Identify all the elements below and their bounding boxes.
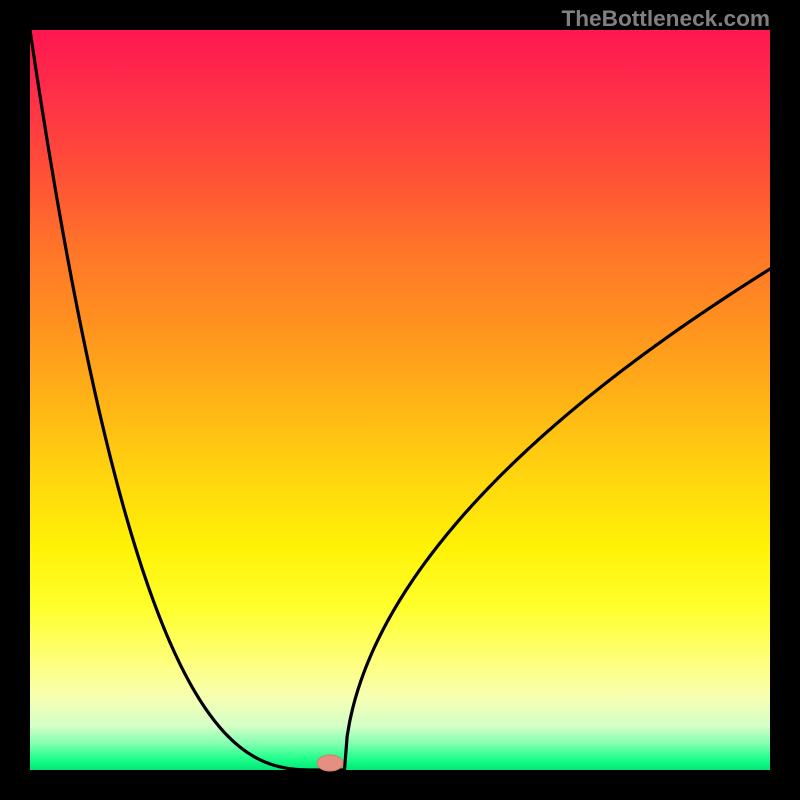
chart-frame: TheBottleneck.com xyxy=(0,0,800,800)
minimum-marker xyxy=(315,753,345,773)
watermark-text: TheBottleneck.com xyxy=(561,6,770,32)
bottleneck-chart xyxy=(30,30,770,770)
